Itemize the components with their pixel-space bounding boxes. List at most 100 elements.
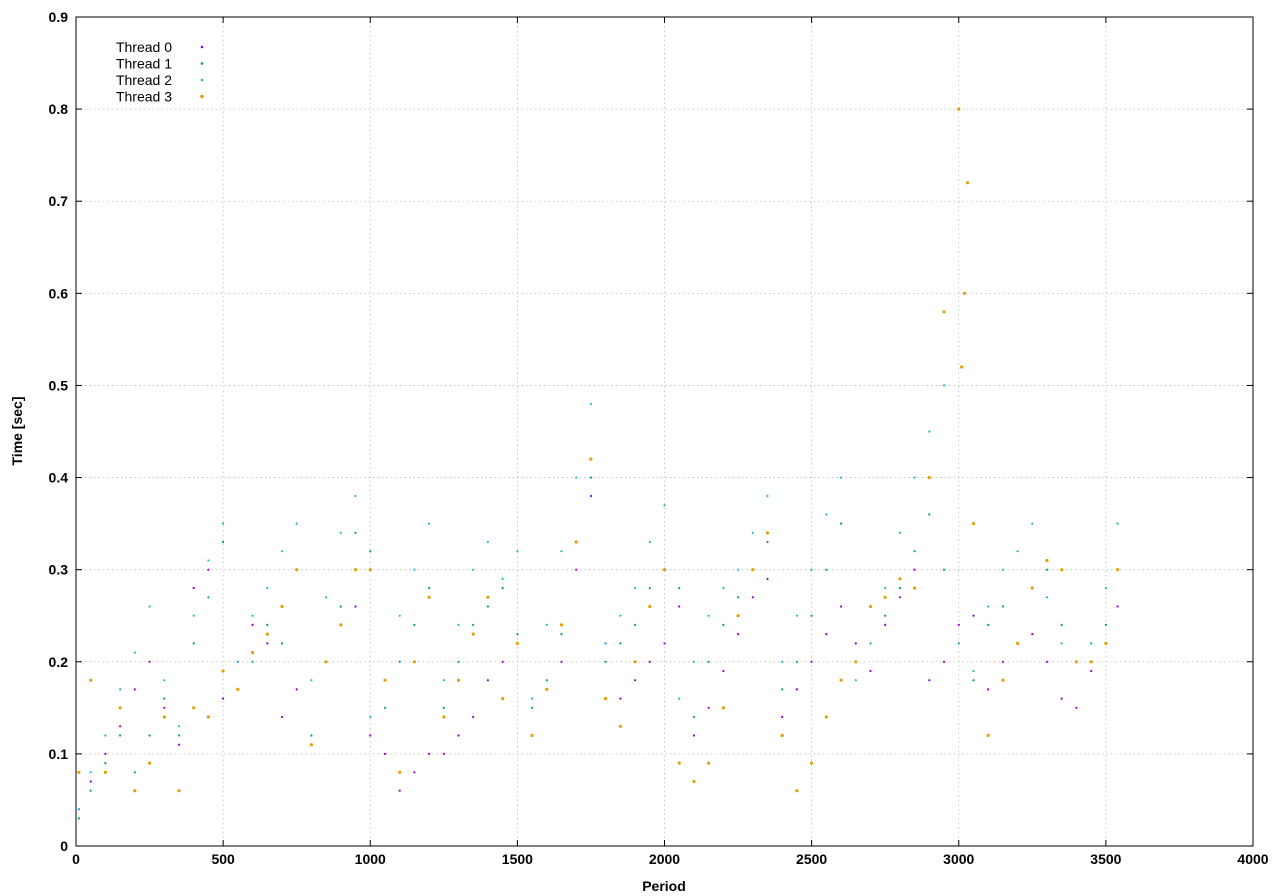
point-thread-1 [177,734,181,737]
point-thread-3 [89,678,93,682]
point-thread-3 [780,733,784,738]
point-thread-2 [898,531,902,534]
point-thread-1 [310,734,313,737]
y-tick-label: 0.4 [49,470,69,486]
legend-marker [200,78,204,82]
point-thread-0 [472,715,475,719]
point-thread-3 [192,706,196,710]
point-thread-3 [427,595,431,599]
point-thread-3 [368,568,372,572]
legend-marker [200,62,204,65]
point-thread-3 [574,540,578,544]
point-thread-3 [530,733,534,738]
point-thread-0 [972,614,975,617]
point-thread-3 [309,743,313,747]
point-thread-0 [104,752,107,756]
point-thread-0 [222,697,225,700]
point-thread-2 [222,522,225,525]
point-thread-0 [810,660,813,663]
point-thread-0 [133,688,136,691]
point-thread-3 [618,724,623,728]
point-thread-3 [721,706,726,710]
point-thread-2 [928,430,931,433]
point-thread-3 [824,715,828,719]
point-thread-3 [751,568,755,572]
point-thread-3 [471,632,475,636]
point-thread-2 [295,522,298,525]
point-thread-3 [736,614,740,618]
point-thread-3 [1001,678,1005,682]
point-thread-1 [884,614,887,617]
point-thread-3 [898,577,902,581]
point-thread-1 [810,614,813,617]
point-thread-3 [1104,641,1108,646]
point-thread-3 [295,568,299,572]
point-thread-3 [1116,568,1120,572]
point-thread-3 [324,660,328,664]
point-thread-1 [707,660,710,663]
point-thread-0 [457,734,460,737]
point-thread-1 [251,660,254,663]
point-thread-3 [118,706,122,710]
point-thread-3 [1060,568,1064,572]
point-thread-1 [722,623,725,627]
point-thread-1 [163,697,166,700]
point-thread-3 [648,604,652,609]
point-thread-3 [250,651,255,655]
point-thread-2 [280,550,284,553]
point-thread-1 [280,642,284,645]
point-thread-0 [957,623,960,627]
point-thread-3 [883,595,887,599]
point-thread-1 [648,587,651,590]
point-thread-2 [1090,642,1093,645]
point-thread-3 [545,687,549,692]
x-tick-label: 2000 [649,851,680,867]
point-thread-3 [927,476,931,480]
point-thread-2 [472,568,475,571]
point-thread-0 [619,697,622,700]
point-thread-1 [413,623,416,627]
point-thread-0 [369,734,372,737]
point-thread-2 [692,660,696,663]
point-thread-1 [619,642,622,645]
point-thread-1 [89,789,92,792]
point-thread-3 [868,604,873,609]
point-thread-3 [177,789,181,793]
y-tick-label: 0.9 [49,9,69,25]
point-thread-2 [325,596,328,599]
point-thread-2 [678,697,681,700]
grid [76,17,1253,846]
point-thread-0 [692,734,696,737]
y-tick-label: 0 [60,838,68,854]
point-thread-0 [486,679,489,682]
point-thread-3 [1030,586,1034,590]
point-thread-3 [103,770,107,774]
point-thread-3 [486,595,490,599]
point-thread-2 [1104,587,1107,590]
point-thread-2 [207,559,210,562]
point-thread-3 [162,715,166,719]
point-thread-2 [810,568,813,571]
point-thread-0 [898,596,902,599]
point-thread-3 [398,770,402,774]
point-thread-1 [928,513,931,516]
point-thread-1 [987,623,990,627]
point-thread-1 [354,531,357,534]
point-thread-1 [531,706,534,709]
point-thread-1 [898,587,902,590]
point-thread-1 [148,734,151,737]
point-thread-3 [604,697,608,701]
point-thread-2 [737,568,740,571]
point-thread-3 [456,678,461,682]
point-thread-3 [1089,660,1093,664]
point-thread-1 [560,633,563,636]
y-tick-label: 0.6 [49,285,69,301]
point-thread-0 [295,688,298,691]
point-thread-0 [354,605,357,608]
point-thread-1 [1104,623,1107,627]
point-thread-0 [707,706,710,709]
point-thread-1 [781,688,784,691]
y-tick-label: 0.3 [49,562,69,578]
